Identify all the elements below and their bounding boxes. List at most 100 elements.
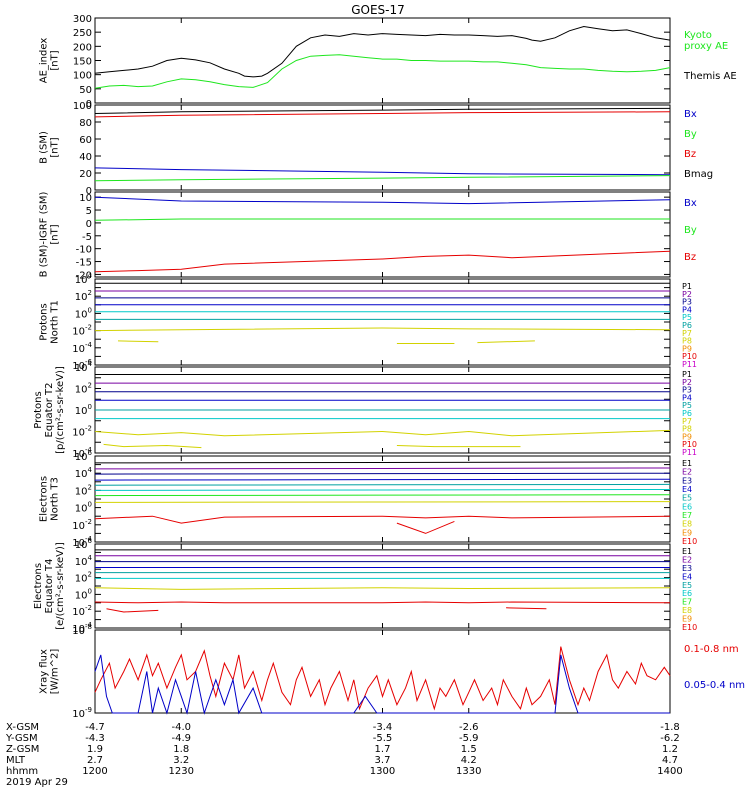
series-e1 bbox=[94, 461, 671, 464]
y-tick-label: 10 bbox=[79, 193, 92, 204]
y-tick-label: 200 bbox=[73, 42, 92, 53]
y-tick-label: 104 bbox=[75, 554, 93, 568]
legend-entry: E10 bbox=[682, 623, 697, 632]
series-e2 bbox=[94, 467, 671, 470]
x-axis-value: 1.5 bbox=[461, 744, 477, 755]
series-p10 bbox=[396, 445, 521, 448]
series-0-1-0-8-nm bbox=[94, 646, 671, 711]
x-axis-row-label: X-GSM bbox=[6, 722, 39, 733]
legend-entry: P1 bbox=[682, 282, 692, 291]
series-p7 bbox=[94, 327, 671, 332]
y-axis-label: Protons bbox=[33, 391, 44, 428]
xray-flux-frame bbox=[94, 629, 671, 714]
legend-entry: P7 bbox=[682, 329, 692, 338]
y-tick-label: 104 bbox=[75, 466, 93, 480]
series-e4 bbox=[94, 478, 671, 481]
x-axis-value: -4.3 bbox=[85, 733, 105, 744]
y-axis-label: [nT] bbox=[50, 137, 61, 157]
legend-entry: Kyoto bbox=[684, 30, 712, 41]
y-axis-label: Protons bbox=[39, 303, 50, 340]
y-tick-label: 20 bbox=[79, 169, 92, 180]
y-tick-label: 300 bbox=[73, 14, 92, 25]
series-p11 bbox=[477, 340, 535, 344]
y-tick-label: 10-2 bbox=[72, 324, 92, 338]
series-bx bbox=[94, 167, 671, 176]
x-axis-value: 4.2 bbox=[461, 755, 477, 766]
legend-entry: P4 bbox=[682, 305, 692, 314]
y-tick-label: 10-6 bbox=[72, 358, 92, 372]
series-by bbox=[94, 218, 670, 221]
y-tick-label: 5 bbox=[86, 206, 92, 217]
x-axis-value: -2.6 bbox=[459, 722, 479, 733]
y-axis-label: Electrons bbox=[39, 476, 50, 522]
legend-entry: P2 bbox=[682, 290, 692, 299]
y-tick-label: 102 bbox=[75, 289, 92, 303]
series-e7 bbox=[94, 494, 671, 497]
y-tick-label: 60 bbox=[79, 135, 92, 146]
legend-entry: E9 bbox=[682, 528, 692, 537]
y-tick-label: 10-2 bbox=[72, 518, 92, 532]
y-tick-label: 10-4 bbox=[72, 341, 92, 355]
y-axis-label: North T1 bbox=[50, 300, 61, 344]
legend-entry: Bx bbox=[684, 198, 697, 209]
y-tick-label: 80 bbox=[79, 118, 92, 129]
series-by bbox=[94, 175, 671, 182]
legend-entry: E10 bbox=[682, 537, 697, 546]
y-tick-label: 10-4 bbox=[72, 535, 92, 549]
series-bx bbox=[94, 196, 671, 205]
x-axis-value: 1.2 bbox=[662, 744, 678, 755]
y-axis-label: AE_index bbox=[39, 38, 50, 84]
y-tick-label: 104 bbox=[75, 360, 93, 374]
y-tick-label: -20 bbox=[76, 270, 92, 281]
series-e9 bbox=[106, 608, 159, 613]
y-tick-label: -5 bbox=[82, 232, 92, 243]
legend-entry: Themis AE bbox=[683, 71, 737, 82]
legend-entry: P5 bbox=[682, 401, 692, 410]
legend-entry: P1 bbox=[682, 370, 692, 379]
x-axis-value: 3.7 bbox=[375, 755, 391, 766]
legend-entry: E6 bbox=[682, 502, 692, 511]
y-tick-label: 10-8 bbox=[72, 623, 92, 637]
x-axis-value: -5.9 bbox=[459, 733, 479, 744]
y-tick-label: -10 bbox=[76, 245, 92, 256]
x-axis-value: 1.8 bbox=[173, 744, 189, 755]
y-tick-label: 106 bbox=[75, 537, 93, 551]
legend-entry: Bz bbox=[684, 149, 696, 160]
legend-entry: P8 bbox=[682, 337, 692, 346]
x-axis-row-label: hhmm bbox=[6, 766, 38, 777]
y-axis-label: Xray flux bbox=[39, 649, 50, 694]
legend-entry: E6 bbox=[682, 589, 692, 598]
y-tick-label: -15 bbox=[76, 258, 92, 269]
y-axis-label: B (SM)-IGRF (SM) bbox=[39, 192, 50, 278]
xray-flux-panel: 10-8 10-9 Xray flux [W/m^2] 0.1-0.8 nm 0.05-0… bbox=[39, 623, 746, 720]
series-e10 bbox=[506, 607, 547, 610]
y-tick-label: 10-9 bbox=[72, 706, 92, 720]
legend-entry: P10 bbox=[682, 440, 697, 449]
ae-index-panel: 300 250 200 150 100 50 0 AE_index [nT] Kyotoproxy… bbox=[39, 14, 737, 110]
y-tick-label: 10-2 bbox=[72, 425, 92, 439]
y-tick-label: 10-4 bbox=[72, 621, 92, 635]
series-e6 bbox=[94, 489, 671, 491]
y-axis-label: [e/(cm²-s-sr-keV)] bbox=[55, 542, 66, 630]
ae-index-frame bbox=[94, 17, 671, 104]
legend-entry: P11 bbox=[682, 360, 697, 369]
x-axis-value: 1200 bbox=[82, 766, 107, 777]
legend-entry: E7 bbox=[682, 598, 692, 607]
legend-entry: P5 bbox=[682, 313, 692, 322]
legend-entry: E9 bbox=[682, 615, 692, 624]
series-kyoto-proxy-ae bbox=[94, 54, 671, 89]
y-tick-label: 0 bbox=[86, 186, 92, 197]
series-e10 bbox=[396, 520, 455, 534]
y-tick-label: 0 bbox=[86, 219, 92, 230]
y-axis-label: [W/m^2] bbox=[50, 649, 61, 695]
legend-entry: E1 bbox=[682, 459, 692, 468]
legend-entry: E5 bbox=[682, 581, 692, 590]
series-e7 bbox=[94, 587, 671, 590]
y-axis-label: North T3 bbox=[50, 477, 61, 521]
legend-entry: E4 bbox=[682, 572, 692, 581]
x-axis-value: -6.2 bbox=[660, 733, 680, 744]
x-axis-row-label: MLT bbox=[6, 755, 26, 766]
x-axis-value: 1330 bbox=[456, 766, 481, 777]
y-tick-label: 102 bbox=[75, 571, 92, 585]
